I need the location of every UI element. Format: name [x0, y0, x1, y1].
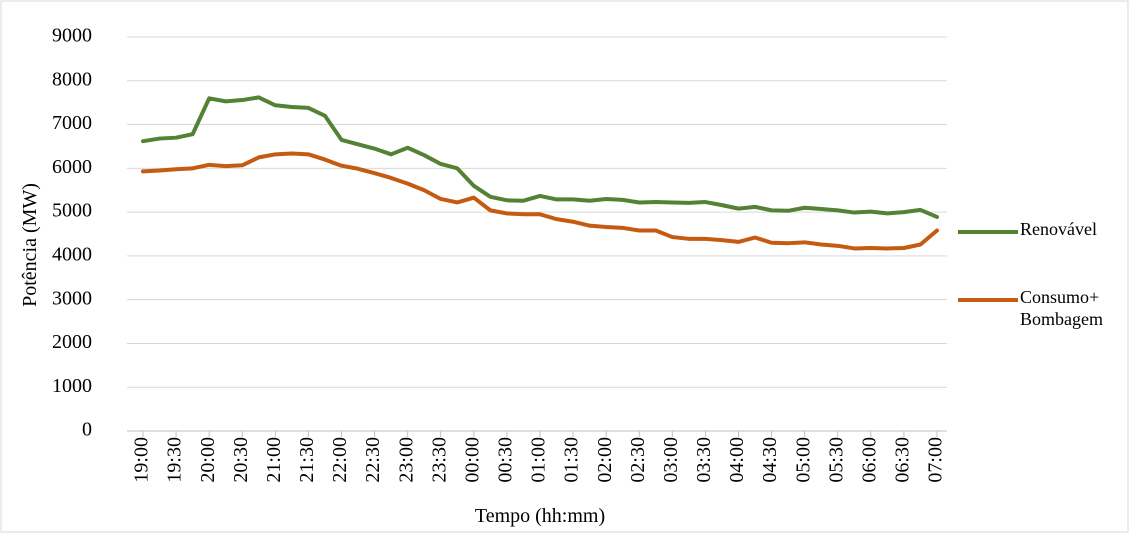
x-tick-label: 22:30 — [362, 437, 384, 483]
x-tick-label: 20:30 — [230, 437, 252, 483]
y-tick-label: 1000 — [52, 375, 92, 397]
y-tick-label: 3000 — [52, 287, 92, 309]
y-tick-label: 9000 — [52, 25, 92, 47]
x-tick-label: 00:00 — [461, 437, 483, 483]
x-tick-label: 06:00 — [858, 437, 880, 483]
x-tick-label: 01:00 — [528, 437, 550, 483]
x-tick-label: 01:30 — [561, 437, 583, 483]
x-tick-label: 19:00 — [131, 437, 153, 483]
y-tick-label: 4000 — [52, 243, 92, 265]
legend-swatch — [958, 298, 1018, 302]
x-tick-label: 23:30 — [428, 437, 450, 483]
x-tick-label: 02:00 — [594, 437, 616, 483]
y-tick-label: 7000 — [52, 112, 92, 134]
x-tick-label: 21:00 — [263, 437, 285, 483]
x-tick-label: 03:00 — [660, 437, 682, 483]
x-tick-label: 06:30 — [892, 437, 914, 483]
y-tick-label: 8000 — [52, 68, 92, 90]
x-tick-label: 19:30 — [164, 437, 186, 483]
x-axis-title: Tempo (hh:mm) — [475, 505, 605, 527]
legend-swatch — [958, 230, 1018, 234]
series-line — [141, 95, 939, 219]
x-tick-label: 05:30 — [825, 437, 847, 483]
y-tick-label: 2000 — [52, 331, 92, 353]
x-tick-label: 04:00 — [726, 437, 748, 483]
x-tick-label: 23:00 — [395, 437, 417, 483]
x-tick-label: 21:30 — [296, 437, 318, 483]
legend-label: Consumo+ Bombagem — [1020, 287, 1103, 329]
y-tick-label: 6000 — [52, 156, 92, 178]
x-tick-label: 03:30 — [693, 437, 715, 483]
x-tick-label: 00:30 — [495, 437, 517, 483]
y-tick-label: 0 — [82, 419, 92, 441]
x-tick-label: 02:30 — [627, 437, 649, 483]
y-axis-title: Potência (MW) — [19, 183, 41, 307]
x-tick-label: 22:00 — [329, 437, 351, 483]
x-tick-label: 05:00 — [792, 437, 814, 483]
x-tick-label: 04:30 — [759, 437, 781, 483]
x-tick-label: 07:00 — [925, 437, 947, 483]
series-line — [141, 151, 939, 251]
x-tick-label: 20:00 — [197, 437, 219, 483]
legend-label: Renovável — [1020, 219, 1097, 239]
y-tick-label: 5000 — [52, 200, 92, 222]
